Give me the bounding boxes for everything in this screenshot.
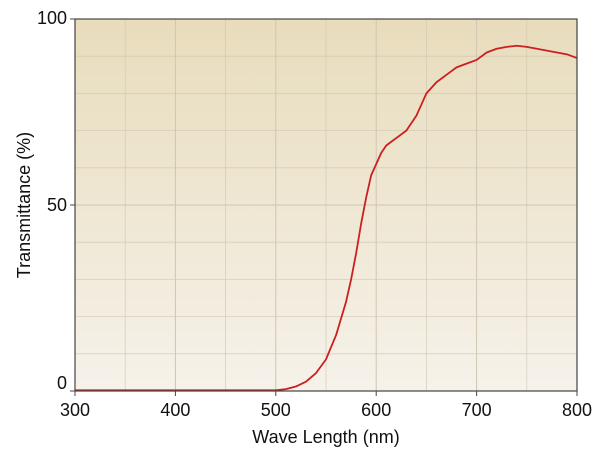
transmittance-line: [75, 44, 577, 391]
y-axis-label: Transmittance (%): [14, 132, 34, 278]
y-tick-label: 0: [57, 373, 67, 393]
y-axis-ticks: 0 50 100: [37, 8, 75, 393]
x-axis-ticks: 300 400 500 600 700 800: [60, 391, 592, 420]
x-tick-label: 500: [261, 400, 291, 420]
x-tick-label: 700: [462, 400, 492, 420]
x-tick-label: 800: [562, 400, 592, 420]
x-tick-label: 300: [60, 400, 90, 420]
x-tick-label: 400: [160, 400, 190, 420]
major-gridlines: [75, 19, 577, 391]
y-tick-label: 50: [47, 195, 67, 215]
x-tick-label: 600: [361, 400, 391, 420]
y-tick-label: 100: [37, 8, 67, 28]
x-axis-label: Wave Length (nm): [252, 427, 399, 447]
